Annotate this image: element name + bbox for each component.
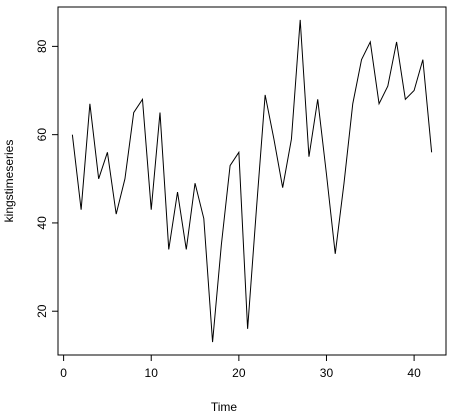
data-line: [71, 19, 433, 343]
x-axis-label: Time: [211, 400, 238, 414]
x-tick-label: 30: [320, 366, 334, 380]
y-tick-label: 60: [35, 128, 49, 142]
y-tick-label: 80: [35, 39, 49, 53]
x-tick-label: 20: [232, 366, 246, 380]
plot-box: [57, 6, 447, 356]
x-tick-label: 40: [407, 366, 421, 380]
y-axis-label: kingstimeseries: [2, 140, 16, 223]
y-tick-label: 20: [35, 304, 49, 318]
y-tick-label: 40: [35, 216, 49, 230]
x-tick-label: 10: [145, 366, 159, 380]
x-tick-label: 0: [60, 366, 67, 380]
